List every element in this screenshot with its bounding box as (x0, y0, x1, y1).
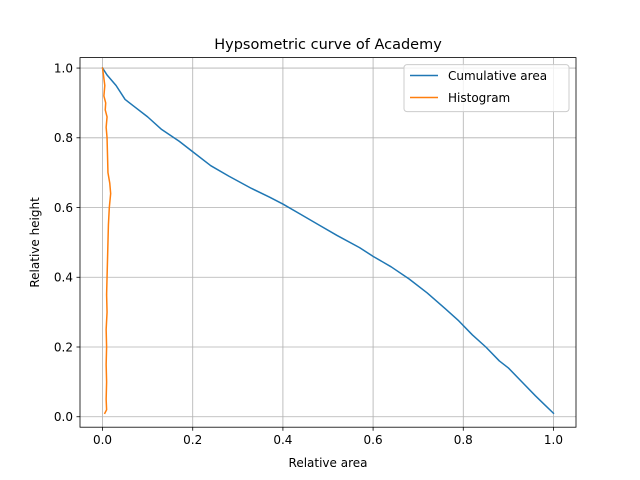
x-tick-label: 1.0 (544, 433, 563, 447)
y-tick-label: 1.0 (54, 61, 73, 75)
x-tick-label: 0.0 (93, 433, 112, 447)
legend-box (403, 64, 570, 113)
x-tick-label: 0.4 (273, 433, 292, 447)
y-tick-label: 0.6 (54, 201, 73, 215)
plot-frame (79, 57, 577, 428)
y-tick-label: 0.4 (54, 271, 73, 285)
series-layer (101, 67, 555, 415)
y-axis: 0.0 0.2 0.4 0.6 0.8 1.0 (54, 61, 80, 424)
legend: Cumulative area Histogram (403, 64, 570, 113)
x-tick-label: 0.2 (183, 433, 202, 447)
legend-label-cumulative-area: Cumulative area (448, 69, 547, 83)
series-line-histogram (101, 67, 112, 415)
grid (80, 57, 576, 428)
y-tick-label: 0.0 (54, 410, 73, 424)
y-axis-label: Relative height (28, 197, 42, 288)
x-tick-label: 0.6 (364, 433, 383, 447)
y-tick-label: 0.2 (54, 340, 73, 354)
y-tick-label: 0.8 (54, 131, 73, 145)
x-axis: 0.0 0.2 0.4 0.6 0.8 1.0 (93, 427, 563, 447)
legend-label-histogram: Histogram (448, 91, 510, 105)
x-axis-label: Relative area (289, 456, 368, 470)
x-tick-label: 0.8 (454, 433, 473, 447)
series-line-cumulative-area (101, 67, 555, 415)
chart-title: Hypsometric curve of Academy (214, 37, 442, 53)
